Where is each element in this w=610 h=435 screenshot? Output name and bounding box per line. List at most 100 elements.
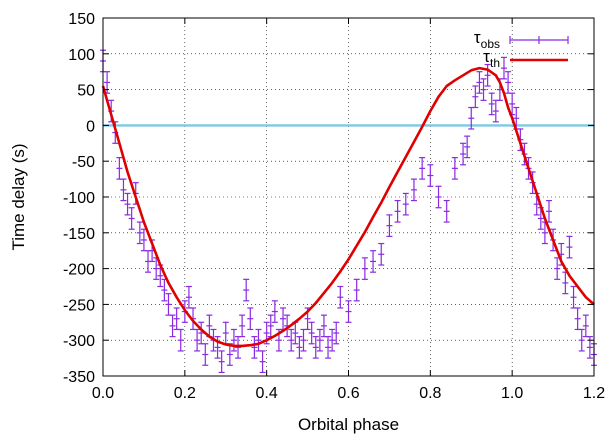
data-point: [226, 343, 233, 366]
legend-label-theory-sub: th: [490, 56, 500, 70]
data-point: [173, 307, 180, 331]
data-point: [545, 199, 552, 223]
data-point: [410, 178, 417, 202]
y-tick-label: -50: [72, 154, 95, 171]
x-axis-label: Orbital phase: [298, 415, 399, 434]
y-tick-label: -300: [63, 333, 95, 350]
data-point: [239, 314, 246, 338]
x-tick-label: 0.4: [256, 385, 278, 402]
data-point: [329, 328, 336, 352]
legend-marks: [509, 36, 569, 62]
data-point: [161, 278, 168, 302]
data-point: [218, 350, 225, 374]
data-point: [316, 328, 323, 352]
data-point: [427, 164, 434, 187]
data-point: [296, 336, 303, 359]
data-point: [562, 271, 569, 295]
data-point: [128, 207, 135, 230]
data-point: [566, 235, 573, 259]
y-tick-label: -250: [63, 297, 95, 314]
y-tick-label: 0: [86, 118, 95, 135]
legend-label-theory: τth: [483, 47, 500, 70]
data-point: [402, 192, 409, 216]
data-point: [361, 257, 368, 280]
data-point: [251, 336, 258, 359]
data-point: [259, 350, 266, 374]
observed-series: [100, 49, 597, 374]
data-point: [312, 336, 319, 359]
data-point: [165, 293, 172, 316]
data-point: [185, 285, 192, 309]
data-point: [124, 192, 131, 216]
data-point: [578, 328, 585, 352]
data-point: [320, 314, 327, 338]
data-point: [288, 328, 295, 352]
data-point: [370, 250, 377, 273]
data-point: [451, 157, 458, 180]
theory-curve: [101, 66, 595, 348]
y-tick-label: 150: [68, 11, 95, 28]
data-point: [443, 199, 450, 223]
tick-labels: 0.0 0.2 0.4 0.6 0.8 1.0 1.2 -350 -300 -250 -200 -15…: [63, 11, 605, 402]
data-point: [570, 285, 577, 309]
y-axis-label: Time delay (s): [9, 143, 28, 250]
data-point: [198, 321, 205, 345]
data-point: [468, 106, 475, 130]
data-point: [460, 142, 467, 166]
data-point: [243, 278, 250, 302]
data-point: [169, 314, 176, 338]
data-point: [157, 264, 164, 288]
data-point: [472, 85, 479, 109]
data-point: [202, 343, 209, 366]
data-point: [325, 336, 332, 359]
x-tick-label: 0.6: [337, 385, 359, 402]
data-point: [500, 56, 507, 80]
y-tick-label: -150: [63, 226, 95, 243]
theory-series: [101, 66, 595, 348]
data-point: [464, 135, 471, 159]
data-point: [230, 328, 237, 352]
data-point: [386, 214, 393, 237]
y-tick-label: -100: [63, 190, 95, 207]
data-point: [177, 328, 184, 352]
data-point: [419, 157, 426, 180]
data-point: [582, 314, 589, 338]
legend-label-observed-main: τ: [474, 28, 481, 47]
data-point: [378, 242, 385, 266]
x-tick-label: 0.2: [174, 385, 196, 402]
data-point: [476, 71, 483, 94]
x-tick-label: 1.0: [501, 385, 523, 402]
data-point: [394, 199, 401, 223]
data-point: [116, 157, 123, 180]
data-point: [488, 92, 495, 116]
data-point: [554, 257, 561, 280]
data-point: [308, 321, 315, 345]
x-tick-label: 0.8: [419, 385, 441, 402]
data-point: [271, 300, 278, 323]
data-point: [574, 307, 581, 331]
data-point: [353, 278, 360, 302]
data-point: [337, 285, 344, 309]
data-point: [222, 321, 229, 345]
legend-label-observed-sub: obs: [481, 37, 500, 51]
y-tick-label: -200: [63, 262, 95, 279]
y-tick-label: -350: [63, 369, 95, 386]
data-point: [136, 221, 143, 245]
legend-label-observed: τobs: [474, 28, 500, 51]
data-point: [247, 307, 254, 331]
legend-label-theory-main: τ: [483, 47, 490, 66]
data-point: [345, 300, 352, 323]
y-tick-label: 50: [77, 83, 95, 100]
data-point: [480, 78, 487, 101]
data-point: [333, 321, 340, 345]
data-point: [284, 314, 291, 338]
y-tick-label: 100: [68, 47, 95, 64]
data-point: [194, 328, 201, 352]
data-point: [435, 185, 442, 209]
data-point: [484, 63, 491, 87]
x-tick-label: 1.2: [583, 385, 605, 402]
plot-frame: [102, 17, 595, 377]
legend: τobs τth: [474, 28, 569, 70]
data-point: [505, 71, 512, 94]
